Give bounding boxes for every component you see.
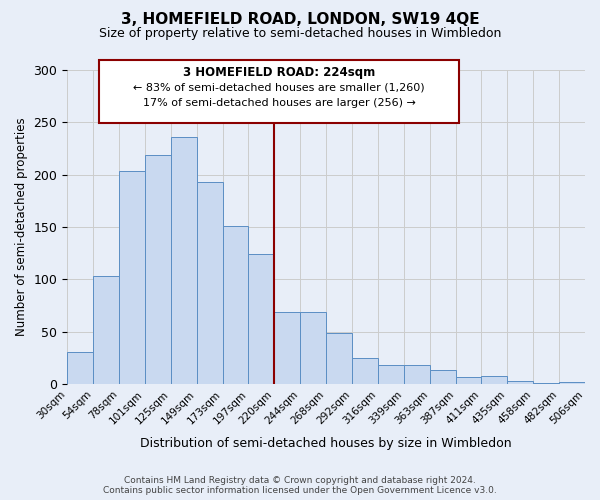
Bar — [326, 333, 352, 384]
Bar — [93, 276, 119, 384]
Bar — [559, 382, 585, 384]
Bar — [171, 137, 197, 384]
Text: Contains public sector information licensed under the Open Government Licence v3: Contains public sector information licen… — [103, 486, 497, 495]
Bar — [67, 352, 93, 384]
Bar — [197, 182, 223, 384]
Text: 3, HOMEFIELD ROAD, LONDON, SW19 4QE: 3, HOMEFIELD ROAD, LONDON, SW19 4QE — [121, 12, 479, 28]
Bar — [404, 366, 430, 384]
Bar — [119, 170, 145, 384]
Bar — [508, 381, 533, 384]
Text: Size of property relative to semi-detached houses in Wimbledon: Size of property relative to semi-detach… — [99, 28, 501, 40]
Bar — [223, 226, 248, 384]
Text: Contains HM Land Registry data © Crown copyright and database right 2024.: Contains HM Land Registry data © Crown c… — [124, 476, 476, 485]
Text: 17% of semi-detached houses are larger (256) →: 17% of semi-detached houses are larger (… — [143, 98, 415, 108]
Bar — [145, 155, 171, 384]
Text: ← 83% of semi-detached houses are smaller (1,260): ← 83% of semi-detached houses are smalle… — [133, 82, 425, 92]
X-axis label: Distribution of semi-detached houses by size in Wimbledon: Distribution of semi-detached houses by … — [140, 437, 512, 450]
Bar — [455, 377, 481, 384]
Text: 3 HOMEFIELD ROAD: 224sqm: 3 HOMEFIELD ROAD: 224sqm — [183, 66, 375, 79]
Y-axis label: Number of semi-detached properties: Number of semi-detached properties — [15, 118, 28, 336]
Bar — [274, 312, 300, 384]
Bar — [430, 370, 455, 384]
Bar — [352, 358, 378, 384]
Bar — [533, 383, 559, 384]
Bar — [248, 254, 274, 384]
Bar — [481, 376, 508, 384]
Bar — [300, 312, 326, 384]
Bar — [378, 366, 404, 384]
